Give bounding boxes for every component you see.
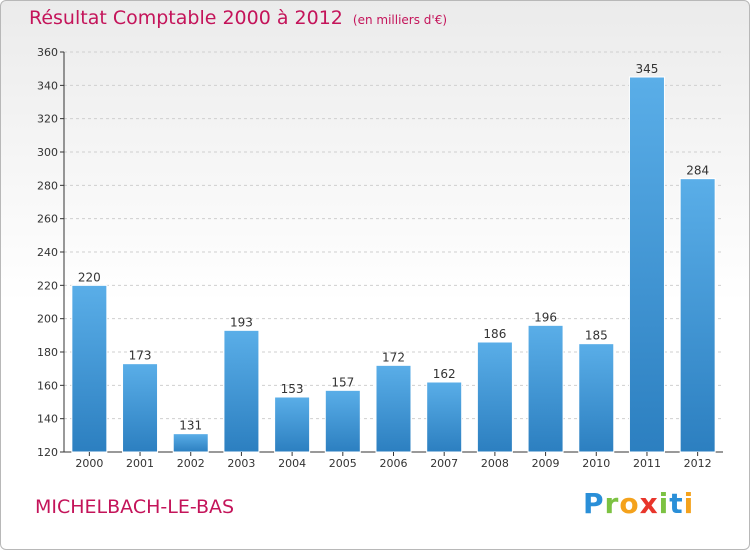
proxiti-logo: Proxiti (583, 487, 694, 520)
x-tick-label: 2010 (582, 457, 610, 470)
bar (71, 284, 108, 453)
data-label: 345 (636, 62, 659, 76)
logo-letter: i (658, 487, 670, 520)
logo-letter: P (583, 487, 605, 520)
bar (375, 364, 412, 453)
bar (527, 324, 564, 453)
bar (324, 389, 361, 453)
x-tick-label: 2003 (227, 457, 255, 470)
chart-title-text: Résultat Comptable 2000 à 2012 (29, 7, 343, 29)
data-label: 153 (281, 382, 304, 396)
chart-title: Résultat Comptable 2000 à 2012 (en millie… (29, 7, 447, 29)
data-label: 196 (534, 310, 557, 324)
logo-letter: x (639, 487, 659, 520)
x-tick-label: 2006 (380, 457, 408, 470)
x-tick-label: 2012 (684, 457, 712, 470)
bar (679, 178, 716, 453)
y-tick-label: 360 (37, 46, 58, 59)
y-tick-label: 160 (37, 379, 58, 392)
logo-letter: t (669, 487, 684, 520)
data-label: 162 (433, 367, 456, 381)
location-label: MICHELBACH-LE-BAS (35, 496, 235, 518)
y-tick-label: 180 (37, 346, 58, 359)
x-tick-label: 2000 (75, 457, 103, 470)
logo-letter: i (683, 487, 695, 520)
data-label: 284 (686, 164, 709, 178)
x-tick-label: 2009 (532, 457, 560, 470)
logo-letter: o (619, 487, 640, 520)
y-tick-label: 140 (37, 413, 58, 426)
x-tick-label: 2001 (126, 457, 154, 470)
y-tick-label: 340 (37, 79, 58, 92)
y-tick-label: 120 (37, 446, 58, 459)
y-tick-label: 220 (37, 279, 58, 292)
chart-subtitle: (en milliers d'€) (352, 13, 448, 27)
bar (274, 396, 311, 453)
bar (476, 341, 513, 453)
y-tick-label: 300 (37, 146, 58, 159)
y-tick-label: 280 (37, 179, 58, 192)
bar (172, 433, 209, 453)
data-label: 186 (483, 327, 506, 341)
x-tick-label: 2008 (481, 457, 509, 470)
y-tick-label: 240 (37, 246, 58, 259)
data-label: 131 (179, 419, 202, 433)
y-tick-label: 200 (37, 313, 58, 326)
x-tick-label: 2002 (177, 457, 205, 470)
logo-letter: r (604, 487, 620, 520)
bar (628, 76, 665, 453)
data-label: 220 (78, 270, 101, 284)
data-label: 185 (585, 329, 608, 343)
bar (223, 329, 260, 453)
x-tick-label: 2004 (278, 457, 306, 470)
x-tick-label: 2007 (430, 457, 458, 470)
y-tick-label: 260 (37, 213, 58, 226)
bar (426, 381, 463, 453)
data-label: 173 (129, 349, 152, 363)
data-label: 172 (382, 350, 405, 364)
x-tick-label: 2005 (329, 457, 357, 470)
data-label: 193 (230, 315, 253, 329)
x-tick-label: 2011 (633, 457, 661, 470)
bar (578, 343, 615, 453)
y-tick-label: 320 (37, 113, 58, 126)
bar (122, 363, 159, 453)
data-label: 157 (331, 375, 354, 389)
